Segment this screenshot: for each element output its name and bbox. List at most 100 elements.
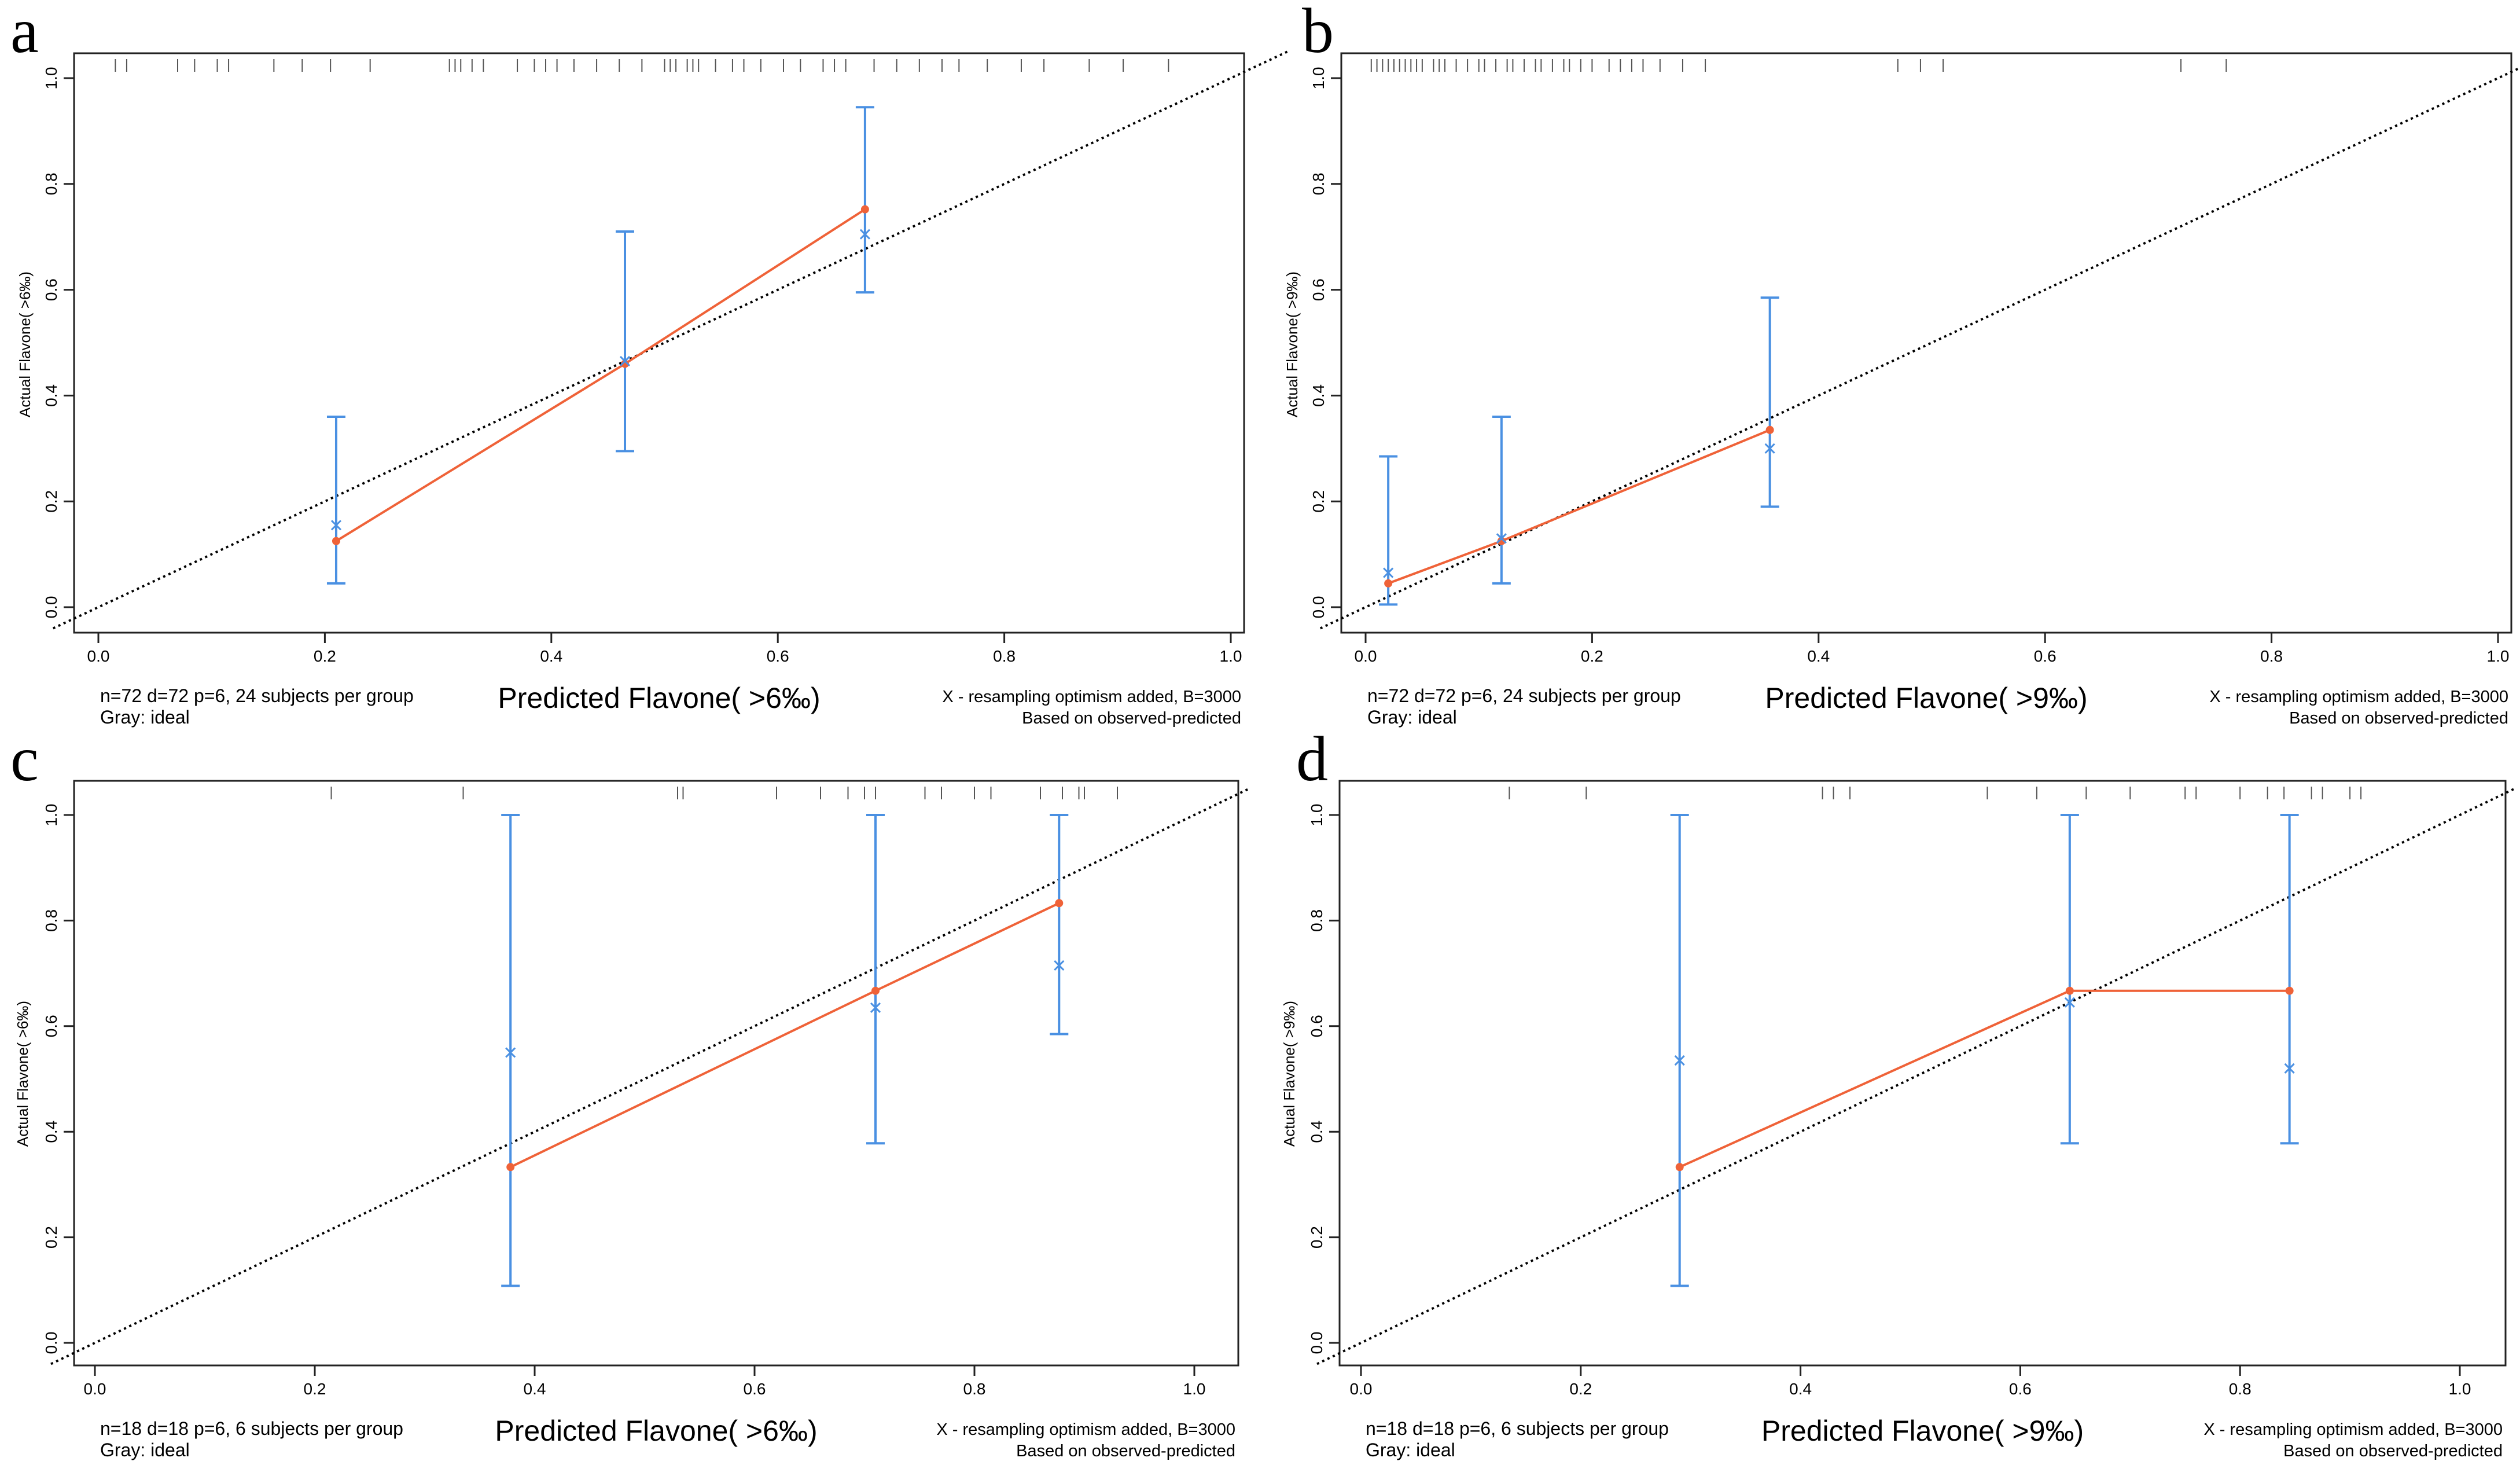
y-tick-label: 1.0 xyxy=(42,67,60,90)
ideal-line xyxy=(1319,67,2520,630)
observed-point xyxy=(332,537,340,545)
observed-point xyxy=(1675,1163,1684,1172)
y-tick-label: 0.6 xyxy=(42,1015,60,1037)
x-tick-label: 0.6 xyxy=(2009,1380,2032,1398)
observed-line xyxy=(1388,428,1771,585)
observed-line xyxy=(510,902,1060,1169)
ideal-line xyxy=(50,787,1250,1365)
corrected-point xyxy=(859,229,870,240)
y-tick-label: 1.0 xyxy=(1308,804,1326,827)
x-tick-label: 0.8 xyxy=(2229,1380,2252,1398)
x-tick-label: 0.0 xyxy=(84,1380,106,1398)
corrected-point xyxy=(1054,960,1065,971)
observed-point xyxy=(1384,579,1393,588)
basis-note: Based on observed-predicted xyxy=(1022,709,1241,728)
y-tick-label: 0.4 xyxy=(42,1121,60,1143)
panel-label: b xyxy=(1302,0,1334,66)
x-axis-label: Predicted Flavone( >6‰) xyxy=(495,1415,817,1447)
y-tick-label: 0.2 xyxy=(1309,490,1327,513)
corrected-point xyxy=(1383,567,1394,578)
y-tick-label: 0.8 xyxy=(42,172,60,195)
ideal-note: Gray: ideal xyxy=(1367,707,1457,728)
ideal-note: Gray: ideal xyxy=(100,1440,190,1460)
x-tick-label: 0.0 xyxy=(1350,1380,1373,1398)
corrected-point xyxy=(1496,533,1507,544)
method-note: X - resampling optimism added, B=3000 xyxy=(936,1420,1235,1439)
y-tick-label: 0.0 xyxy=(1309,596,1327,619)
sample-note: n=18 d=18 p=6, 6 subjects per group xyxy=(1366,1418,1669,1439)
x-tick-label: 0.8 xyxy=(993,647,1016,665)
y-axis-label: Actual Flavone( >6‰) xyxy=(14,1001,31,1147)
ideal-line xyxy=(1316,787,2515,1365)
observed-point xyxy=(1497,537,1506,545)
y-tick-label: 1.0 xyxy=(42,804,60,827)
x-tick-label: 0.2 xyxy=(1569,1380,1592,1398)
x-tick-label: 0.0 xyxy=(87,647,110,665)
x-tick-label: 0.6 xyxy=(767,647,789,665)
x-tick-label: 0.0 xyxy=(1355,647,1377,665)
observed-point xyxy=(2285,986,2294,995)
y-axis-label: Actual Flavone( >9‰) xyxy=(1283,271,1301,417)
x-tick-label: 1.0 xyxy=(2487,647,2510,665)
x-tick-label: 0.2 xyxy=(1581,647,1603,665)
calibration-panel-c: c 0.0 0.2 0.4 0.6 0.8 1.0 0.0 0.2 0.4 0.6 0.8 1.0 Act… xyxy=(10,724,1250,1460)
x-tick-label: 0.2 xyxy=(304,1380,326,1398)
y-tick-label: 0.8 xyxy=(1309,172,1327,195)
method-note: X - resampling optimism added, B=3000 xyxy=(2203,1420,2503,1439)
corrected-point xyxy=(870,1002,881,1013)
x-tick-label: 0.8 xyxy=(963,1380,986,1398)
y-tick-label: 0.8 xyxy=(1308,909,1326,932)
y-tick-label: 0.0 xyxy=(1308,1332,1326,1354)
y-tick-label: 0.2 xyxy=(42,490,60,513)
x-axis-label: Predicted Flavone( >9‰) xyxy=(1761,1415,2084,1447)
panel-label: d xyxy=(1296,724,1328,794)
corrected-point xyxy=(2064,997,2075,1008)
observed-point xyxy=(1765,425,1774,434)
panel-label: a xyxy=(10,0,39,66)
calibration-panel-b: b 0.0 0.2 0.4 0.6 0.8 1.0 0.0 0.2 0.4 0.6 0.8 1.0 Act… xyxy=(1283,0,2520,728)
corrected-point xyxy=(2284,1063,2295,1074)
calibration-panel-a: a 0.0 0.2 0.4 0.6 0.8 1.0 0.0 0.2 0.4 0.6 0.8 1.0 Act… xyxy=(10,0,1288,728)
x-tick-label: 1.0 xyxy=(1183,1380,1206,1398)
x-tick-label: 0.6 xyxy=(744,1380,766,1398)
y-tick-label: 0.2 xyxy=(42,1226,60,1249)
observed-point xyxy=(621,359,630,368)
corrected-point xyxy=(505,1047,516,1058)
y-axis-label: Actual Flavone( >6‰) xyxy=(16,271,34,417)
y-tick-label: 1.0 xyxy=(1309,67,1327,90)
x-tick-label: 0.2 xyxy=(314,647,336,665)
panel-label: c xyxy=(10,724,39,794)
corrected-point xyxy=(330,520,342,531)
corrected-point xyxy=(619,355,631,367)
observed-point xyxy=(1055,899,1064,908)
plot-frame xyxy=(1340,52,2512,634)
y-tick-label: 0.6 xyxy=(1309,278,1327,301)
x-tick-label: 0.4 xyxy=(1789,1380,1812,1398)
y-tick-label: 0.4 xyxy=(1309,384,1327,407)
ideal-note: Gray: ideal xyxy=(100,707,190,728)
y-tick-label: 0.6 xyxy=(1308,1015,1326,1037)
x-tick-label: 0.8 xyxy=(2260,647,2283,665)
corrected-point xyxy=(1764,443,1775,454)
y-tick-label: 0.2 xyxy=(1308,1226,1326,1249)
calibration-panel-d: d 0.0 0.2 0.4 0.6 0.8 1.0 0.0 0.2 0.4 0.6 0.8 1.0 Act… xyxy=(1281,724,2515,1460)
method-note: X - resampling optimism added, B=3000 xyxy=(942,688,1241,706)
x-tick-label: 0.4 xyxy=(1807,647,1830,665)
basis-note: Based on observed-predicted xyxy=(2283,1442,2503,1460)
observed-point xyxy=(2065,986,2074,995)
method-note: X - resampling optimism added, B=3000 xyxy=(2209,688,2508,706)
x-tick-label: 0.4 xyxy=(524,1380,546,1398)
observed-line xyxy=(1679,989,2290,1169)
observed-line xyxy=(335,208,866,542)
plot-frame xyxy=(73,52,1245,634)
corrected-point xyxy=(1674,1055,1685,1066)
x-tick-label: 1.0 xyxy=(2449,1380,2471,1398)
y-tick-label: 0.4 xyxy=(42,384,60,407)
y-axis-label: Actual Flavone( >9‰) xyxy=(1281,1001,1298,1147)
y-tick-label: 0.0 xyxy=(42,1332,60,1354)
x-axis-label: Predicted Flavone( >9‰) xyxy=(1765,682,2087,714)
ideal-line xyxy=(52,50,1288,630)
basis-note: Based on observed-predicted xyxy=(1016,1442,1235,1460)
basis-note: Based on observed-predicted xyxy=(2289,709,2508,728)
